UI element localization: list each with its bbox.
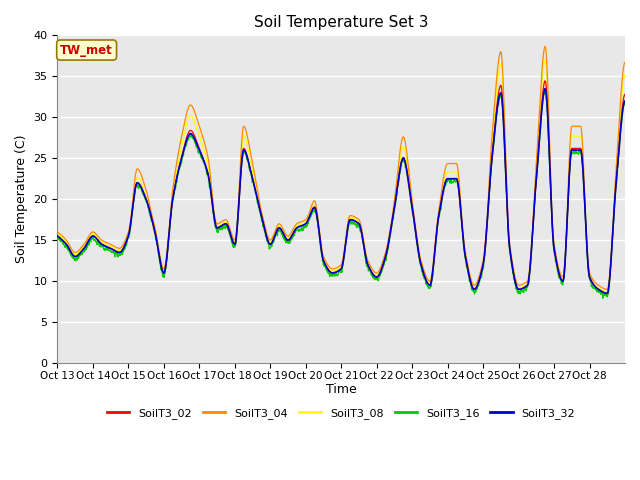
Y-axis label: Soil Temperature (C): Soil Temperature (C) (15, 135, 28, 264)
X-axis label: Time: Time (326, 384, 356, 396)
Text: TW_met: TW_met (60, 44, 113, 57)
Legend: SoilT3_02, SoilT3_04, SoilT3_08, SoilT3_16, SoilT3_32: SoilT3_02, SoilT3_04, SoilT3_08, SoilT3_… (103, 403, 580, 423)
Title: Soil Temperature Set 3: Soil Temperature Set 3 (254, 15, 428, 30)
